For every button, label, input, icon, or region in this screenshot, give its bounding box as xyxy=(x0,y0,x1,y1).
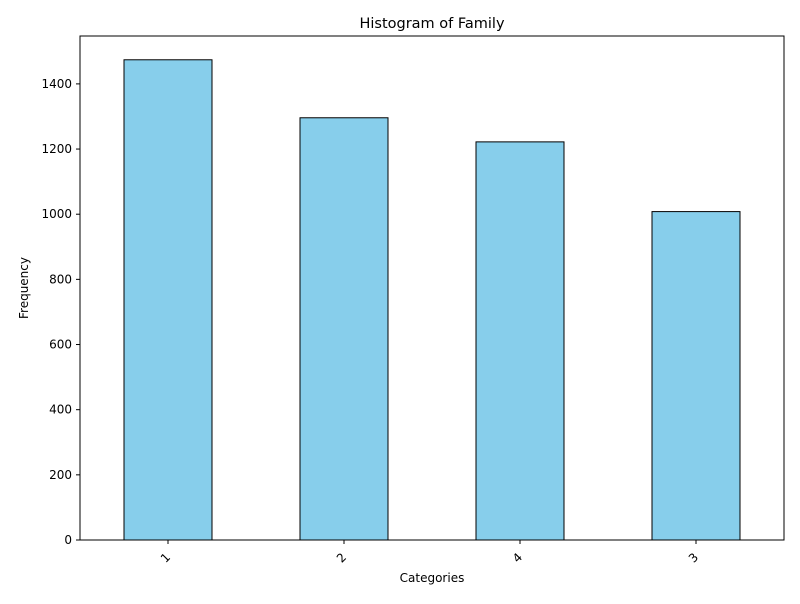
y-tick-label: 600 xyxy=(49,338,72,352)
y-tick-label: 0 xyxy=(64,533,72,547)
bars-layer xyxy=(123,59,741,541)
x-axis-label: Categories xyxy=(400,571,465,585)
y-tick-label: 1200 xyxy=(41,142,72,156)
plot-frame xyxy=(79,35,785,541)
y-tick-label: 1000 xyxy=(41,207,72,221)
axes-layer xyxy=(79,35,785,541)
bar-2 xyxy=(299,117,389,541)
y-tick-label: 800 xyxy=(49,272,72,286)
y-tick-label: 400 xyxy=(49,403,72,417)
bar-3 xyxy=(651,211,741,541)
y-tick-label: 200 xyxy=(49,468,72,482)
bar-4 xyxy=(475,141,565,541)
chart-title: Histogram of Family xyxy=(359,16,504,32)
bar-1 xyxy=(123,59,213,541)
y-axis-label: Frequency xyxy=(17,257,31,319)
y-tick-label: 1400 xyxy=(41,77,72,91)
